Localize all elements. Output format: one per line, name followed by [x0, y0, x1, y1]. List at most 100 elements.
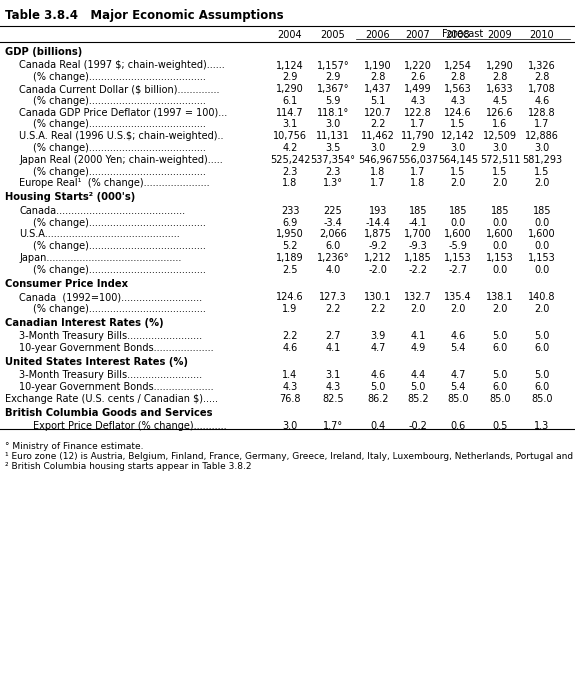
Text: 185: 185 [490, 206, 509, 216]
Text: 86.2: 86.2 [367, 394, 389, 404]
Text: 193: 193 [369, 206, 387, 216]
Text: 1.7: 1.7 [411, 167, 425, 177]
Text: -2.7: -2.7 [448, 265, 467, 275]
Text: Housing Starts² (000's): Housing Starts² (000's) [5, 193, 135, 202]
Text: 1,124: 1,124 [276, 61, 304, 70]
Text: 4.1: 4.1 [411, 331, 425, 341]
Text: 1.8: 1.8 [370, 167, 386, 177]
Text: 130.1: 130.1 [364, 292, 392, 302]
Text: 1.3°: 1.3° [323, 179, 343, 188]
Text: 5.2: 5.2 [282, 241, 298, 251]
Text: 4.3: 4.3 [450, 96, 466, 106]
Text: -9.3: -9.3 [409, 241, 427, 251]
Text: 1.5: 1.5 [492, 167, 508, 177]
Text: 6.0: 6.0 [325, 241, 340, 251]
Text: Exchange Rate (U.S. cents / Canadian $).....: Exchange Rate (U.S. cents / Canadian $).… [5, 394, 218, 404]
Text: 556,037: 556,037 [398, 155, 438, 165]
Text: (% change).......................................: (% change)..............................… [33, 241, 206, 251]
Text: 225: 225 [324, 206, 342, 216]
Text: 4.2: 4.2 [282, 143, 298, 153]
Text: 5.0: 5.0 [492, 371, 508, 380]
Text: 2.0: 2.0 [534, 304, 550, 314]
Text: 4.6: 4.6 [450, 331, 466, 341]
Text: 185: 185 [448, 206, 467, 216]
Text: 525,242: 525,242 [270, 155, 311, 165]
Text: 233: 233 [281, 206, 299, 216]
Text: 2.8: 2.8 [450, 72, 466, 82]
Text: 1,220: 1,220 [404, 61, 432, 70]
Text: 126.6: 126.6 [486, 108, 514, 118]
Text: 2.2: 2.2 [282, 331, 298, 341]
Text: U.S.A.............................................: U.S.A...................................… [19, 229, 180, 239]
Text: 2.7: 2.7 [325, 331, 341, 341]
Text: 0.0: 0.0 [492, 217, 508, 228]
Text: ¹ Euro zone (12) is Austria, Belgium, Finland, France, Germany, Greece, Ireland,: ¹ Euro zone (12) is Austria, Belgium, Fi… [5, 452, 575, 461]
Text: 5.4: 5.4 [450, 382, 466, 392]
Text: 1,700: 1,700 [404, 229, 432, 239]
Text: 1.7°: 1.7° [323, 421, 343, 431]
Text: 5.0: 5.0 [370, 382, 386, 392]
Text: 1,157°: 1,157° [317, 61, 350, 70]
Text: 2.3: 2.3 [325, 167, 340, 177]
Text: 1.7: 1.7 [534, 119, 550, 130]
Text: 0.0: 0.0 [492, 241, 508, 251]
Text: 1,437: 1,437 [364, 84, 392, 94]
Text: -0.2: -0.2 [409, 421, 427, 431]
Text: 0.0: 0.0 [534, 217, 550, 228]
Text: 4.4: 4.4 [411, 371, 425, 380]
Text: 2.0: 2.0 [492, 304, 508, 314]
Text: (% change).......................................: (% change)..............................… [33, 143, 206, 153]
Text: 4.3: 4.3 [282, 382, 298, 392]
Text: 1,600: 1,600 [528, 229, 556, 239]
Text: Canada Current Dollar ($ billion)..............: Canada Current Dollar ($ billion).......… [19, 84, 220, 94]
Text: 1.6: 1.6 [492, 119, 508, 130]
Text: 3.0: 3.0 [370, 143, 386, 153]
Text: 185: 185 [409, 206, 427, 216]
Text: Table 3.8.4   Major Economic Assumptions: Table 3.8.4 Major Economic Assumptions [5, 9, 283, 22]
Text: 4.3: 4.3 [411, 96, 425, 106]
Text: 1.5: 1.5 [534, 167, 550, 177]
Text: 1,290: 1,290 [486, 61, 514, 70]
Text: 1,633: 1,633 [486, 84, 514, 94]
Text: 135.4: 135.4 [444, 292, 472, 302]
Text: 2004: 2004 [278, 30, 302, 40]
Text: Canada  (1992=100)...........................: Canada (1992=100).......................… [19, 292, 202, 302]
Text: -2.0: -2.0 [369, 265, 388, 275]
Text: 132.7: 132.7 [404, 292, 432, 302]
Text: 4.5: 4.5 [492, 96, 508, 106]
Text: 0.0: 0.0 [450, 217, 466, 228]
Text: 1.8: 1.8 [282, 179, 298, 188]
Text: 2.6: 2.6 [411, 72, 425, 82]
Text: 1.5: 1.5 [450, 119, 466, 130]
Text: 4.3: 4.3 [325, 382, 340, 392]
Text: 5.0: 5.0 [411, 382, 425, 392]
Text: 1.3: 1.3 [534, 421, 550, 431]
Text: 3.0: 3.0 [534, 143, 550, 153]
Text: 128.8: 128.8 [528, 108, 556, 118]
Text: 140.8: 140.8 [528, 292, 556, 302]
Text: 6.1: 6.1 [282, 96, 298, 106]
Text: 1,153: 1,153 [486, 253, 514, 263]
Text: British Columbia Goods and Services: British Columbia Goods and Services [5, 408, 213, 417]
Text: 5.1: 5.1 [370, 96, 386, 106]
Text: 2.0: 2.0 [492, 179, 508, 188]
Text: 11,790: 11,790 [401, 131, 435, 141]
Text: 1,190: 1,190 [364, 61, 392, 70]
Text: (% change).......................................: (% change)..............................… [33, 217, 206, 228]
Text: 1,236°: 1,236° [317, 253, 349, 263]
Text: 1,212: 1,212 [364, 253, 392, 263]
Text: 2.3: 2.3 [282, 167, 298, 177]
Text: Canada...........................................: Canada..................................… [19, 206, 185, 216]
Text: 2.9: 2.9 [325, 72, 340, 82]
Text: 1,600: 1,600 [486, 229, 514, 239]
Text: 2.0: 2.0 [534, 179, 550, 188]
Text: 2.9: 2.9 [411, 143, 425, 153]
Text: Canadian Interest Rates (%): Canadian Interest Rates (%) [5, 317, 164, 328]
Text: Europe Real¹  (% change)......................: Europe Real¹ (% change).................… [19, 179, 210, 188]
Text: 2005: 2005 [321, 30, 346, 40]
Text: 0.0: 0.0 [534, 241, 550, 251]
Text: 2.9: 2.9 [282, 72, 298, 82]
Text: 1.4: 1.4 [282, 371, 298, 380]
Text: 2008: 2008 [446, 30, 470, 40]
Text: 2.2: 2.2 [370, 304, 386, 314]
